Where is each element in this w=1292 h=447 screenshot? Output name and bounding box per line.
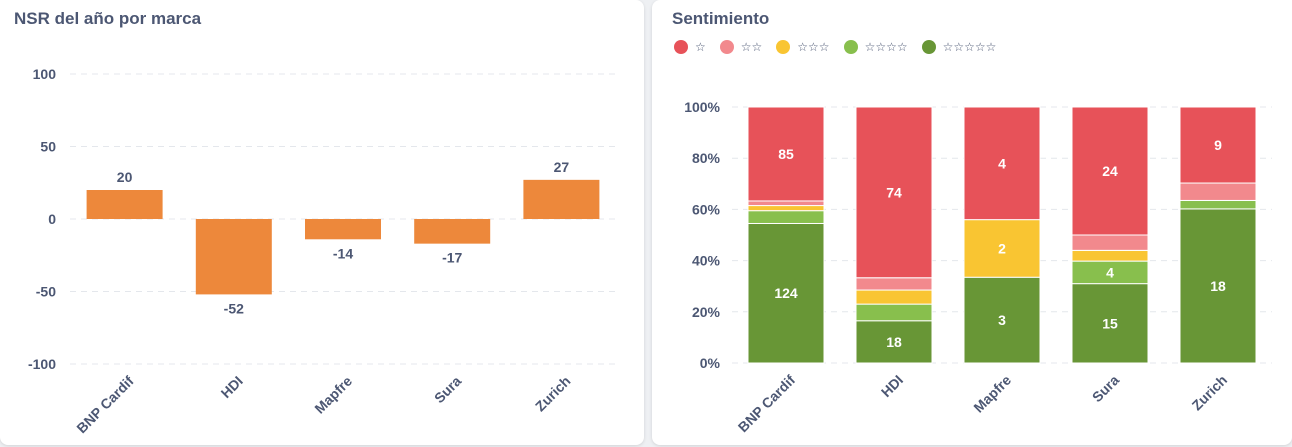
nsr-y-tick-label: -50 <box>36 284 56 300</box>
sentiment-bar-segment-mapfre[interactable] <box>963 219 1041 278</box>
sentiment-y-tick-label: 40% <box>692 253 721 269</box>
sentiment-bar-segment-sura[interactable] <box>1071 249 1149 262</box>
sentiment-data-label: 74 <box>886 184 902 200</box>
sentiment-y-tick-label: 80% <box>692 150 721 166</box>
sentiment-bar-segment-zurich[interactable] <box>1179 106 1257 184</box>
sentiment-bar-segment-bnp-cardif[interactable] <box>747 205 825 212</box>
legend-label: ☆☆☆☆ <box>864 40 908 54</box>
legend-label: ☆☆ <box>740 40 763 54</box>
sentiment-data-label: 85 <box>778 146 794 162</box>
sentiment-data-label: 4 <box>998 155 1006 171</box>
nsr-bar-bnp-cardif[interactable] <box>86 190 163 219</box>
legend-dot-icon <box>674 40 688 54</box>
sentiment-bar-segment-hdi[interactable] <box>855 277 933 291</box>
legend-dot-icon <box>776 40 791 54</box>
sentiment-data-label: 124 <box>774 285 798 301</box>
legend-item[interactable]: ☆ <box>674 40 706 54</box>
sentiment-bar-segment-mapfre[interactable] <box>963 106 1041 221</box>
sentiment-bar-segment-bnp-cardif[interactable] <box>747 106 825 202</box>
sentiment-y-tick-label: 0% <box>700 355 721 371</box>
nsr-x-tick-label: BNP Cardif <box>73 373 137 437</box>
legend-label: ☆ <box>695 40 706 54</box>
nsr-bar-sura[interactable] <box>414 219 491 244</box>
sentiment-data-label: 18 <box>886 334 902 350</box>
legend-label: ☆☆☆ <box>797 40 830 54</box>
sentiment-data-label: 24 <box>1102 163 1118 179</box>
sentiment-bar-segment-hdi[interactable] <box>855 106 933 279</box>
nsr-data-label: 20 <box>117 169 133 185</box>
nsr-x-tick-label: Mapfre <box>311 373 355 417</box>
nsr-y-tick-label: 50 <box>40 139 56 155</box>
legend-item[interactable]: ☆☆☆ <box>776 40 830 54</box>
sentiment-card: Sentimiento ☆ ☆☆ ☆☆☆ ☆☆☆☆ ☆☆☆☆☆ 0% 20% 40% 60% 8… <box>652 0 1292 445</box>
sentiment-data-label: 15 <box>1102 315 1118 331</box>
sentiment-x-tick-label: Mapfre <box>970 372 1014 416</box>
sentiment-bar-segment-sura[interactable] <box>1071 106 1149 236</box>
nsr-card-title[interactable]: NSR del año por marca <box>14 9 202 28</box>
sentiment-data-label: 4 <box>1106 264 1114 280</box>
sentiment-bar-segment-zurich[interactable] <box>1179 208 1257 364</box>
nsr-y-tick-label: 0 <box>48 211 56 227</box>
nsr-x-tick-label: Sura <box>431 373 464 406</box>
sentiment-bar-segment-hdi[interactable] <box>855 289 933 305</box>
legend-item[interactable]: ☆☆☆☆ <box>843 40 908 54</box>
sentiment-data-label: 3 <box>998 312 1006 328</box>
sentiment-bar-segment-hdi[interactable] <box>855 320 933 364</box>
nsr-card: NSR del año por marca 100 50 0 -50 -100 20 BNP… <box>0 0 644 445</box>
sentiment-x-tick-label: HDI <box>878 372 906 400</box>
sentiment-y-tick-label: 100% <box>684 99 720 115</box>
nsr-data-label: -14 <box>333 245 353 261</box>
sentiment-bar-segment-bnp-cardif[interactable] <box>747 222 825 364</box>
nsr-bar-hdi[interactable] <box>195 219 272 295</box>
sentiment-x-tick-label: Zurich <box>1189 372 1231 414</box>
sentiment-data-label: 9 <box>1214 137 1222 153</box>
legend-item[interactable]: ☆☆☆☆☆ <box>921 40 997 54</box>
sentiment-y-tick-label: 20% <box>692 304 721 320</box>
nsr-data-label: -17 <box>442 250 462 266</box>
nsr-data-label: 27 <box>554 159 570 175</box>
sentiment-y-tick-label: 60% <box>692 201 721 217</box>
sentiment-bar-segment-bnp-cardif[interactable] <box>747 210 825 224</box>
nsr-y-tick-label: -100 <box>28 356 56 372</box>
legend-dot-icon <box>719 40 734 54</box>
nsr-x-tick-label: HDI <box>218 373 246 401</box>
sentiment-bar-segment-zurich[interactable] <box>1179 199 1257 210</box>
nsr-y-tick-label: 100 <box>33 66 57 82</box>
nsr-bar-chart: 100 50 0 -50 -100 20 BNP Cardif -52 HDI -14 Mapfre… <box>28 66 616 437</box>
legend-label: ☆☆☆☆☆ <box>942 40 997 54</box>
legend-dot-icon <box>921 40 936 54</box>
sentiment-bar-segment-bnp-cardif[interactable] <box>747 200 825 207</box>
sentiment-bar-segment-mapfre[interactable] <box>963 276 1041 364</box>
nsr-bar-zurich[interactable] <box>523 179 600 219</box>
sentiment-x-tick-label: Sura <box>1089 372 1122 405</box>
sentiment-stacked-bar-chart: 0% 20% 40% 60% 80% 100% 124 85 BNP Cardif 18 74 HDI… <box>684 99 1272 436</box>
sentiment-bar-segment-hdi[interactable] <box>855 303 933 322</box>
legend-dot-icon <box>843 40 858 54</box>
sentiment-bar-segment-zurich[interactable] <box>1179 182 1257 201</box>
sentiment-bar-segment-sura[interactable] <box>1071 234 1149 251</box>
nsr-x-tick-label: Zurich <box>532 373 574 415</box>
sentiment-data-label: 18 <box>1210 278 1226 294</box>
sentiment-data-label: 2 <box>998 240 1006 256</box>
nsr-data-label: -52 <box>224 300 244 316</box>
sentiment-card-title[interactable]: Sentimiento <box>672 9 770 28</box>
legend-item[interactable]: ☆☆ <box>719 40 763 54</box>
sentiment-legend: ☆ ☆☆ ☆☆☆ ☆☆☆☆ ☆☆☆☆☆ <box>674 40 1010 54</box>
nsr-bar-mapfre[interactable] <box>305 219 381 240</box>
sentiment-x-tick-label: BNP Cardif <box>735 372 799 436</box>
